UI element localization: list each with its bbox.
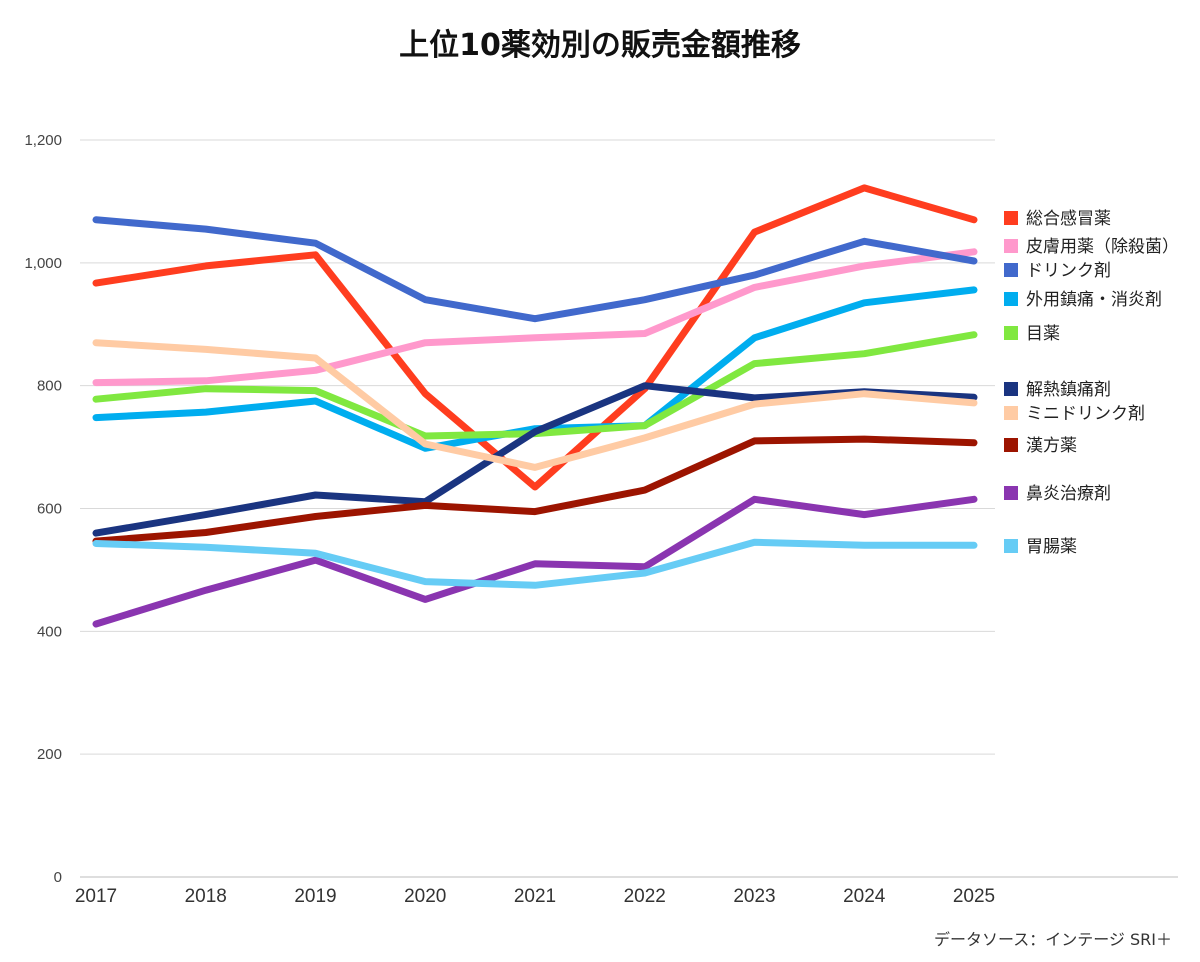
legend-label: 目薬 — [1026, 324, 1060, 344]
x-tick-label: 2022 — [624, 886, 666, 907]
legend-label: 外用鎮痛・消炎剤 — [1026, 290, 1162, 310]
x-tick-label: 2025 — [953, 886, 995, 907]
series-line-7: ミニドリンク剤 — [92, 339, 978, 471]
legend-label: 総合感冒薬 — [1026, 209, 1111, 229]
legend-swatch — [1004, 292, 1018, 306]
x-tick-label: 2021 — [514, 886, 556, 907]
legend-label: ドリンク剤 — [1026, 261, 1111, 281]
series-line-9: 鼻炎治療剤 — [92, 495, 978, 628]
legend-label: 解熱鎮痛剤 — [1026, 380, 1111, 400]
x-tick-label: 2023 — [733, 886, 775, 907]
series-line-2: 皮膚用薬（除殺菌） — [92, 248, 978, 387]
x-tick-label: 2019 — [294, 886, 336, 907]
x-tick-label: 2024 — [843, 886, 886, 907]
y-tick-label: 200 — [37, 746, 62, 763]
y-tick-label: 1,000 — [24, 255, 62, 272]
source-note: データソース：インテージ SRI＋ — [934, 930, 1172, 949]
x-tick-label: 2018 — [185, 886, 227, 907]
legend-swatch — [1004, 438, 1018, 452]
legend-swatch — [1004, 326, 1018, 340]
legend-label: 皮膚用薬（除殺菌） — [1026, 237, 1179, 257]
legend-label: 胃腸薬 — [1026, 537, 1077, 557]
legend-swatch — [1004, 211, 1018, 225]
y-tick-label: 800 — [37, 378, 62, 395]
legend-swatch — [1004, 382, 1018, 396]
y-tick-label: 1,200 — [24, 132, 62, 149]
x-axis-ticks: 2017 2018 2019 2020 2021 2022 2023 2024 2025 — [75, 886, 995, 907]
series-line-3: ドリンク剤 — [92, 216, 978, 323]
legend-swatch — [1004, 539, 1018, 553]
legend-swatch — [1004, 406, 1018, 420]
series-line-1: 総合感冒薬 — [92, 184, 978, 491]
chart-title: 上位10薬効別の販売金額推移 — [399, 28, 801, 63]
series-line-10: 胃腸薬 — [92, 538, 978, 589]
series-line-8: 漢方薬 — [92, 435, 978, 545]
series-line-4: 外用鎮痛・消炎剤 — [92, 286, 978, 452]
legend-swatch — [1004, 239, 1018, 253]
x-tick-label: 2017 — [75, 886, 117, 907]
y-tick-label: 400 — [37, 623, 62, 640]
x-tick-label: 2020 — [404, 886, 446, 907]
y-axis-ticks: 0 200 400 600 800 1,000 1,200 — [24, 132, 62, 886]
legend-swatch — [1004, 263, 1018, 277]
legend-label: 鼻炎治療剤 — [1026, 484, 1111, 504]
legend-swatch — [1004, 486, 1018, 500]
legend-label: ミニドリンク剤 — [1026, 404, 1145, 424]
y-tick-label: 600 — [37, 501, 62, 518]
series-lines: 総合感冒薬皮膚用薬（除殺菌）ドリンク剤外用鎮痛・消炎剤目薬解熱鎮痛剤ミニドリンク… — [92, 184, 978, 628]
legend-label: 漢方薬 — [1026, 436, 1077, 456]
y-tick-label: 0 — [54, 869, 62, 886]
